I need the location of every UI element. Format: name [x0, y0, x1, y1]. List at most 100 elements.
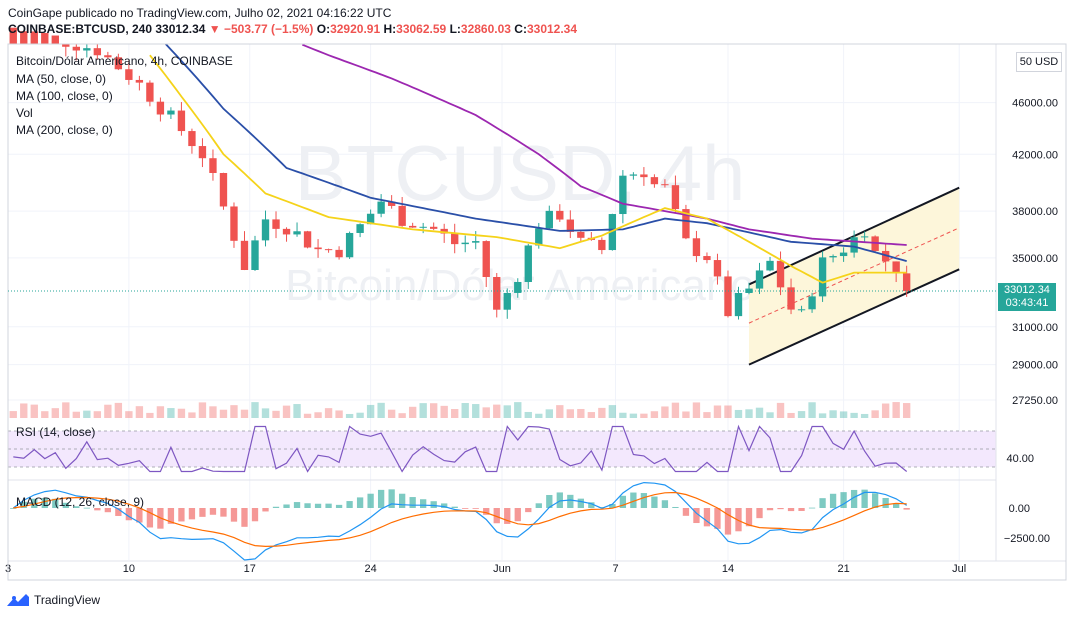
- legend-ma50[interactable]: MA (50, close, 0): [16, 72, 107, 86]
- candle-body: [461, 242, 469, 245]
- candle-body: [177, 110, 186, 132]
- macd-histogram-bar: [52, 498, 59, 508]
- candle-body: [93, 48, 102, 56]
- macd-histogram-bar: [83, 507, 90, 509]
- legend-vol[interactable]: Vol: [16, 106, 33, 120]
- macd-histogram-bar: [188, 508, 196, 520]
- volume-bar: [524, 411, 532, 418]
- macd-histogram-bar: [136, 508, 143, 523]
- candle-body: [20, 31, 28, 44]
- channel-lower-line: [748, 268, 960, 366]
- currency-button[interactable]: 50 USD: [1016, 52, 1062, 72]
- candle-body: [293, 231, 301, 235]
- candle-body: [535, 228, 543, 246]
- macd-histogram-bar: [272, 506, 280, 508]
- ma50-line: [149, 54, 907, 284]
- macd-histogram-bar: [630, 492, 637, 508]
- macd-histogram-bar: [567, 494, 574, 508]
- candle-body: [692, 238, 701, 257]
- macd-histogram-bar: [483, 508, 490, 515]
- volume-bar: [545, 409, 553, 418]
- legend-rsi[interactable]: RSI (14, close): [16, 425, 96, 439]
- candle-body: [209, 158, 217, 173]
- candle-body: [240, 240, 249, 270]
- macd-histogram-bar: [598, 507, 606, 508]
- candle-body: [9, 27, 17, 44]
- volume-bar: [577, 408, 585, 418]
- macd-histogram-bar: [871, 493, 879, 508]
- volume-bar: [261, 408, 270, 418]
- legend-title[interactable]: Bitcoin/Dólar Americano, 4h, COINBASE: [16, 54, 233, 68]
- volume-bar: [230, 405, 238, 418]
- volume-bar: [766, 412, 774, 418]
- volume-bar: [419, 403, 427, 418]
- macd-histogram-bar: [546, 494, 553, 508]
- volume-bar: [156, 406, 165, 418]
- macd-histogram-bar: [441, 503, 448, 508]
- candle-body: [839, 252, 848, 257]
- volume-bar: [146, 412, 154, 418]
- symbol-name: COINBASE:BTCUSD, 240: [8, 22, 153, 36]
- candle-body: [493, 276, 501, 310]
- candle-body: [419, 226, 427, 228]
- candle-body: [808, 296, 816, 310]
- candle-body: [724, 276, 732, 317]
- high-label: H:: [383, 22, 397, 36]
- volume-bar: [219, 409, 228, 418]
- macd-histogram-bar: [41, 497, 48, 508]
- macd-histogram-bar: [398, 493, 406, 508]
- macd-histogram-bar: [535, 503, 542, 508]
- legend-macd[interactable]: MACD (12, 26, close, 9): [16, 495, 145, 509]
- volume-bar: [104, 404, 112, 418]
- candle-body: [902, 273, 911, 292]
- volume-bar: [556, 405, 564, 418]
- price-tick-label: 38000.00: [1012, 206, 1058, 218]
- moving-averages[interactable]: [149, 43, 907, 284]
- volume-bar: [850, 412, 858, 418]
- macd-histogram-bar: [840, 492, 847, 508]
- candle-body: [335, 249, 343, 258]
- candle-body: [303, 231, 312, 248]
- macd-histogram-bar: [525, 508, 532, 513]
- candle-body: [566, 219, 574, 232]
- legend-ma100[interactable]: MA (100, close, 0): [16, 89, 113, 103]
- candle-body: [167, 110, 175, 115]
- time-tick-label: 24: [364, 563, 376, 575]
- candle-body: [282, 228, 291, 235]
- legend-ma200[interactable]: MA (200, close, 0): [16, 123, 113, 137]
- volume-bar: [587, 412, 596, 418]
- macd-histogram-bar: [304, 503, 311, 508]
- volume-bar: [345, 413, 354, 418]
- macd-histogram-bar: [619, 495, 627, 508]
- volume-bar: [661, 406, 669, 418]
- time-tick-label: 14: [722, 563, 734, 575]
- candle-body: [713, 260, 722, 277]
- macd-pane[interactable]: 0.00 −2500.00: [10, 481, 1050, 561]
- price-tick-label: 31000.00: [1012, 322, 1058, 334]
- volume-bar: [240, 409, 249, 418]
- volume-bar: [745, 409, 753, 418]
- volume-bar: [30, 404, 38, 418]
- candle-body: [818, 257, 827, 297]
- price-tick-label: 27250.00: [1012, 395, 1058, 407]
- macd-histogram-bar: [850, 489, 858, 508]
- high-value: 33062.59: [396, 22, 447, 36]
- rsi-pane[interactable]: 40.00: [8, 424, 1034, 481]
- candle-body: [408, 225, 417, 228]
- volume-bar: [619, 412, 627, 418]
- macd-histogram-bar: [777, 508, 784, 510]
- macd-histogram-bar: [861, 489, 868, 508]
- volume-bar: [871, 410, 879, 418]
- open-value: 32920.91: [330, 22, 381, 36]
- rsi-tick-label: 40.00: [1006, 453, 1034, 465]
- candle-body: [661, 184, 669, 186]
- candle-body: [787, 287, 795, 310]
- bar-countdown: 03:43:41: [1005, 297, 1049, 309]
- footer-brand[interactable]: TradingView: [6, 592, 100, 608]
- volume-bar: [366, 404, 375, 418]
- price-tick-label: 46000.00: [1012, 98, 1058, 110]
- time-tick-label: Jun: [493, 563, 511, 575]
- volume-bar: [503, 405, 511, 418]
- macd-histogram-bar: [661, 500, 669, 508]
